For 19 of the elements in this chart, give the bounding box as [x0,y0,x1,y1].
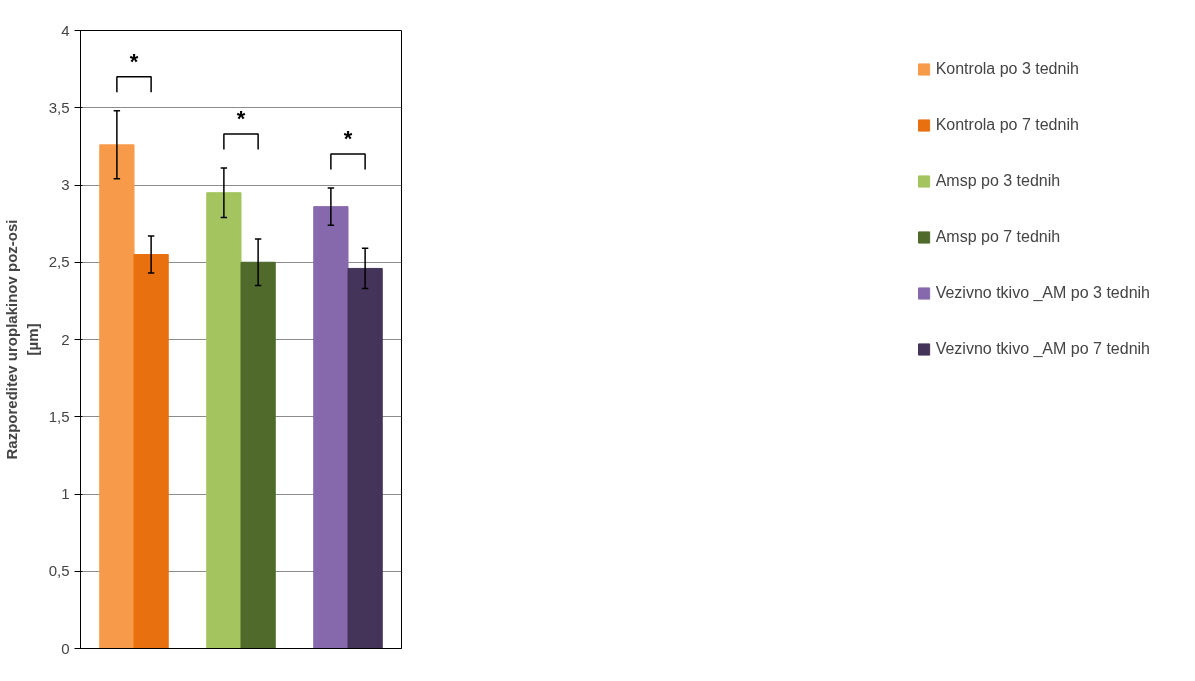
y-tick-label: 0 [61,639,70,657]
legend-label: Vezivno tkivo _AM po 7 tednih [935,340,1150,358]
legend-label: Kontrola po 7 tednih [935,116,1079,134]
annotation: * [129,48,139,74]
legend-label: Amsp po 3 tednih [935,172,1061,190]
y-tick-label: 3 [61,176,70,193]
annotation: * [236,105,246,131]
legend-label: Kontrola po 3 tednih [935,60,1079,78]
y-tick-label: 1,5 [48,407,70,425]
y-tick-label: 2 [61,330,70,348]
y-tick-label: 2,5 [48,253,70,271]
y-tick-label: 1 [61,485,70,502]
legend-label: Vezivno tkivo _AM po 3 tednih [935,284,1150,302]
annotation: * [343,126,353,152]
y-tick-label: 0,5 [48,562,70,580]
y-axis-title: Razporeditev uroplakinov poz-osi [µm] [3,219,41,460]
y-tick-label: 3,5 [48,98,70,116]
y-tick-label: 4 [61,21,70,39]
legend-label: Amsp po 7 tednih [935,228,1061,246]
